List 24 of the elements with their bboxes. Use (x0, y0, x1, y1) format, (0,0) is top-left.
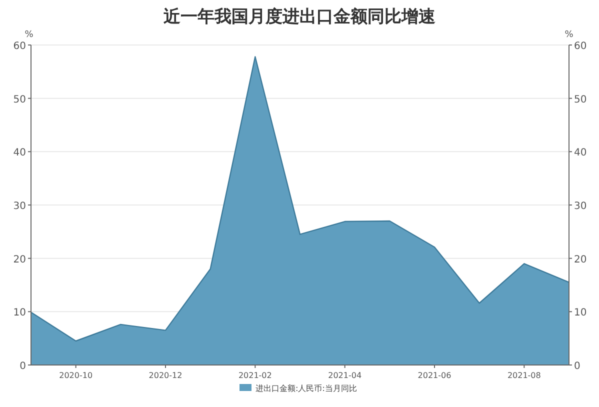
x-tick-label: 2021-02 (238, 371, 272, 380)
y2-tick-label: 0 (574, 361, 580, 372)
y2-tick-label: 60 (574, 41, 587, 52)
y-tick-label: 30 (13, 201, 26, 212)
y2-tick-label: 20 (574, 254, 587, 266)
y-axis-title: % (24, 30, 34, 40)
y-tick-label: 40 (13, 148, 26, 159)
y2-tick-label: 10 (574, 308, 587, 319)
chart-title: 近一年我国月度进出口金额同比增速 (162, 7, 436, 27)
y-tick-label: 50 (13, 94, 26, 106)
x-tick-label: 2020-10 (59, 371, 93, 380)
x-tick-label: 2021-04 (328, 371, 362, 380)
y-tick-label: 20 (13, 254, 26, 266)
y2-tick-label: 40 (574, 148, 587, 159)
legend-label: 进出口金额:人民币:当月同比 (256, 384, 357, 393)
y-tick-label: 10 (13, 308, 26, 319)
x-tick-label: 2020-12 (148, 371, 182, 380)
x-tick-label: 2021-08 (507, 371, 541, 380)
y-tick-label: 0 (20, 361, 26, 372)
y2-axis-title: % (564, 30, 574, 40)
y2-tick-label: 30 (574, 201, 587, 212)
y-tick-label: 60 (13, 41, 26, 52)
y2-tick-label: 50 (574, 94, 587, 106)
x-tick-label: 2021-06 (418, 371, 452, 380)
